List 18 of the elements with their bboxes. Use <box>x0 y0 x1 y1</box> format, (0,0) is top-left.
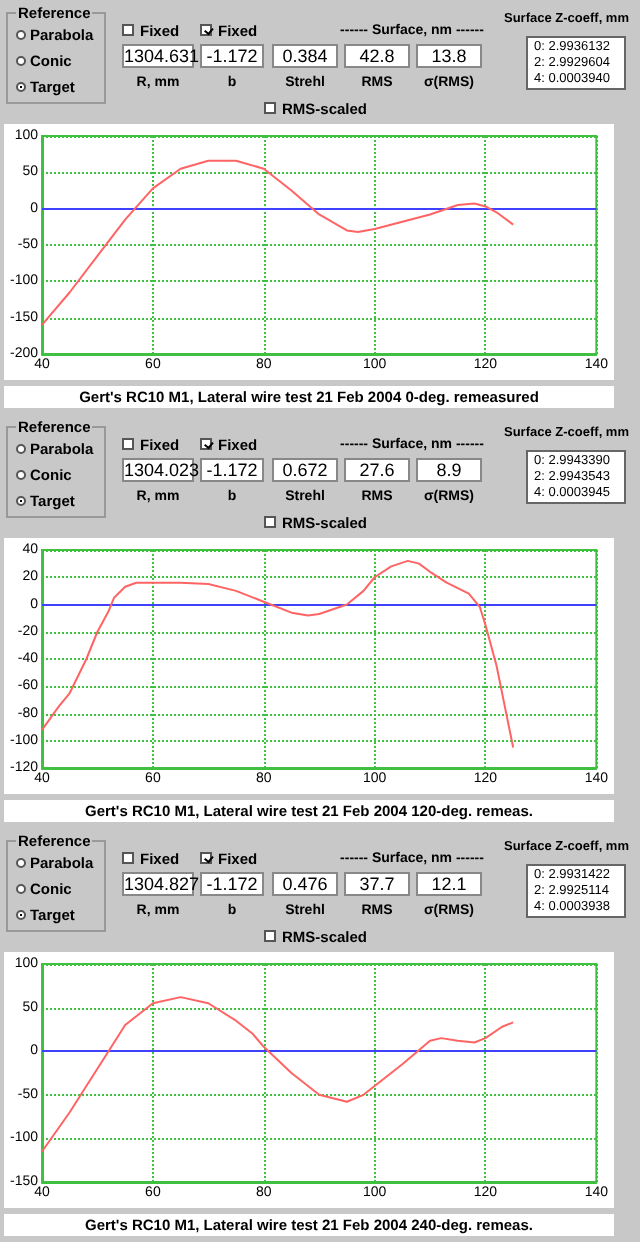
text: 13.8 <box>416 44 482 68</box>
text: -1.172 <box>200 44 264 68</box>
text: -1.172 <box>200 872 264 896</box>
text: 0.476 <box>272 872 338 896</box>
text: 1304.827 <box>122 872 200 896</box>
line-series <box>41 559 515 749</box>
text: 1304.631 <box>122 44 200 68</box>
text: 37.7 <box>344 872 410 896</box>
text: 42.8 <box>344 44 410 68</box>
text: 27.6 <box>344 458 410 482</box>
text: 1304.023 <box>122 458 200 482</box>
text: -1.172 <box>200 458 264 482</box>
text: 0.672 <box>272 458 338 482</box>
text: 8.9 <box>416 458 482 482</box>
text: 12.1 <box>416 872 482 896</box>
line-series <box>41 996 515 1153</box>
text: 0.384 <box>272 44 338 68</box>
line-series <box>41 159 515 326</box>
